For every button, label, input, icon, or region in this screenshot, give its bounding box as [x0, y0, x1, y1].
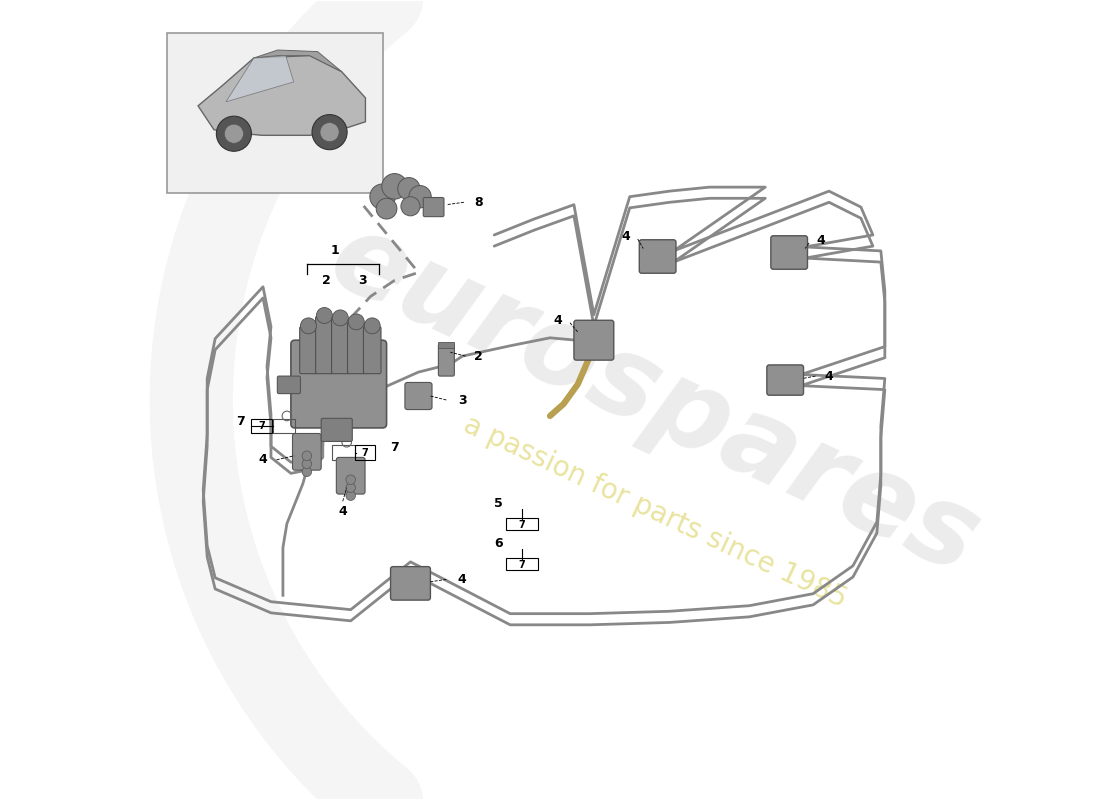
Circle shape — [409, 186, 431, 208]
Text: 4: 4 — [339, 505, 348, 518]
FancyBboxPatch shape — [290, 340, 386, 428]
Circle shape — [317, 307, 332, 323]
Text: 3: 3 — [359, 274, 367, 287]
Text: 2: 2 — [322, 274, 331, 287]
Circle shape — [224, 124, 243, 143]
Circle shape — [345, 475, 355, 485]
FancyBboxPatch shape — [390, 566, 430, 600]
Circle shape — [320, 122, 339, 142]
Circle shape — [345, 483, 355, 493]
FancyBboxPatch shape — [639, 240, 676, 274]
FancyBboxPatch shape — [337, 458, 365, 494]
Circle shape — [217, 116, 252, 151]
Circle shape — [332, 310, 349, 326]
FancyBboxPatch shape — [424, 198, 444, 217]
Bar — [332, 446, 354, 460]
Text: 7: 7 — [519, 520, 526, 530]
Text: 4: 4 — [825, 370, 834, 382]
Circle shape — [370, 184, 395, 210]
FancyBboxPatch shape — [771, 236, 807, 270]
FancyBboxPatch shape — [574, 320, 614, 360]
Bar — [273, 419, 295, 434]
Text: 6: 6 — [494, 537, 503, 550]
Text: 4: 4 — [458, 573, 466, 586]
FancyBboxPatch shape — [331, 318, 349, 374]
Text: 2: 2 — [474, 350, 483, 362]
Circle shape — [345, 491, 355, 501]
Text: 7: 7 — [519, 560, 526, 570]
Text: 4: 4 — [258, 454, 267, 466]
Circle shape — [382, 174, 407, 199]
Text: 4: 4 — [621, 230, 630, 243]
Text: 7: 7 — [390, 442, 399, 454]
FancyBboxPatch shape — [439, 344, 454, 376]
FancyBboxPatch shape — [316, 316, 333, 374]
Text: 5: 5 — [494, 497, 503, 510]
Circle shape — [349, 314, 364, 330]
FancyBboxPatch shape — [277, 376, 300, 394]
Bar — [506, 558, 538, 570]
Bar — [354, 446, 375, 460]
Text: a passion for parts since 1985: a passion for parts since 1985 — [459, 410, 851, 613]
Circle shape — [312, 114, 348, 150]
Circle shape — [302, 451, 311, 461]
FancyBboxPatch shape — [767, 365, 803, 395]
Bar — [506, 518, 538, 530]
Circle shape — [302, 459, 311, 469]
Circle shape — [364, 318, 381, 334]
FancyBboxPatch shape — [348, 322, 365, 374]
Circle shape — [398, 178, 420, 200]
Circle shape — [376, 198, 397, 219]
Polygon shape — [254, 50, 341, 71]
Polygon shape — [198, 56, 365, 135]
Text: eurospares: eurospares — [315, 203, 997, 597]
Text: 7: 7 — [362, 448, 369, 458]
Bar — [167, 34, 383, 193]
Bar — [251, 419, 272, 434]
Circle shape — [302, 467, 311, 477]
Bar — [439, 342, 454, 348]
Circle shape — [400, 197, 420, 216]
Text: 7: 7 — [258, 422, 265, 431]
FancyBboxPatch shape — [321, 418, 352, 442]
Text: 4: 4 — [553, 314, 562, 326]
Circle shape — [300, 318, 317, 334]
FancyBboxPatch shape — [299, 326, 317, 374]
Polygon shape — [226, 56, 294, 102]
FancyBboxPatch shape — [405, 382, 432, 410]
FancyBboxPatch shape — [293, 434, 321, 470]
Text: 1: 1 — [330, 244, 339, 257]
Text: 3: 3 — [458, 394, 466, 406]
Text: 8: 8 — [474, 196, 483, 209]
Text: 4: 4 — [816, 234, 825, 247]
FancyBboxPatch shape — [363, 326, 381, 374]
Text: 7: 7 — [236, 415, 245, 428]
